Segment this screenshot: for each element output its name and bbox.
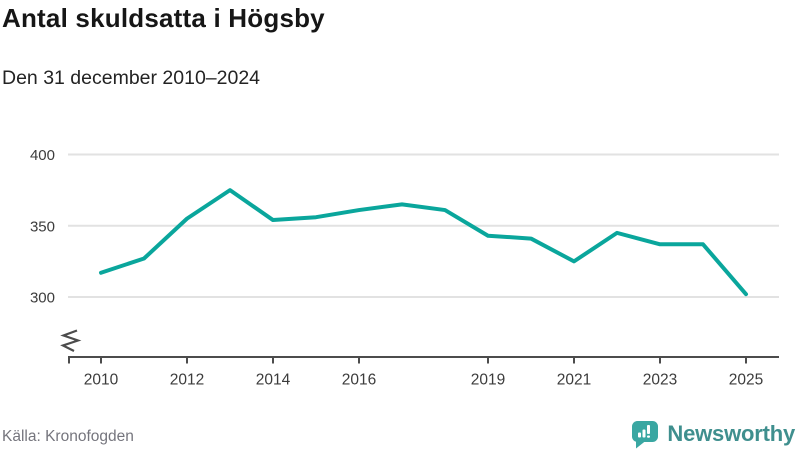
brand-wordmark: Newsworthy	[667, 421, 795, 446]
data-line-series	[99, 188, 748, 297]
x-tick-label: 2023	[643, 372, 677, 389]
chart-subtitle: Den 31 december 2010–2024	[2, 67, 261, 89]
x-tick-label: 2019	[471, 372, 505, 389]
y-tick-label: 400	[30, 147, 55, 164]
x-tick-label: 2010	[84, 372, 119, 389]
y-axis-break-icon	[60, 329, 82, 352]
source-text: Källa: Kronofogden	[2, 428, 134, 445]
x-tick-label: 2014	[256, 372, 291, 389]
x-tick-label: 2021	[557, 372, 591, 389]
x-tick-label: 2012	[170, 372, 204, 389]
newsworthy-logo-icon	[632, 420, 659, 448]
x-tick-label: 2016	[342, 372, 376, 389]
y-tick-label: 300	[30, 290, 55, 307]
newsworthy-logo-link[interactable]: Newsworthy	[631, 418, 795, 450]
x-tick-label: 2025	[729, 372, 763, 389]
y-tick-label: 350	[30, 218, 55, 235]
chart-title: Antal skuldsatta i Högsby	[2, 3, 325, 33]
bar-chart-glyph	[638, 424, 651, 438]
speech-bubble-tail	[636, 438, 646, 448]
